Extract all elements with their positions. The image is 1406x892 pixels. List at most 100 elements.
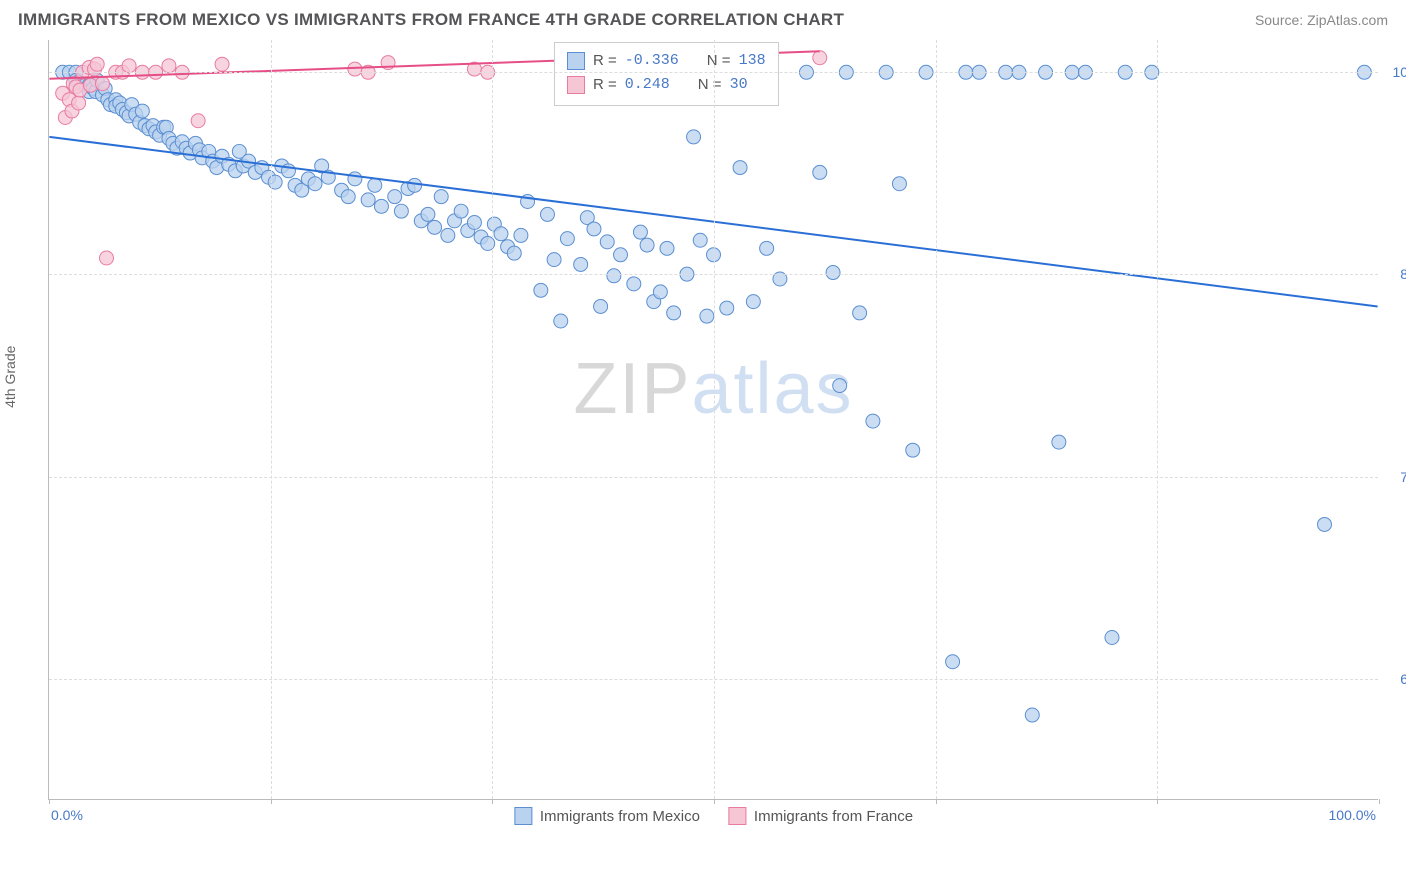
correlation-row: R = -0.336 N = 138 bbox=[567, 49, 766, 73]
scatter-point bbox=[600, 235, 614, 249]
scatter-point bbox=[554, 314, 568, 328]
scatter-point bbox=[687, 130, 701, 144]
plot-area: ZIPatlas R =-0.336N =138R = 0.248N = 30 … bbox=[48, 40, 1378, 800]
y-tick-label: 87.5% bbox=[1384, 266, 1406, 282]
scatter-point bbox=[534, 283, 548, 297]
scatter-point bbox=[693, 233, 707, 247]
y-tick-label: 62.5% bbox=[1384, 671, 1406, 687]
r-value: -0.336 bbox=[625, 49, 679, 73]
scatter-point bbox=[341, 190, 355, 204]
scatter-point bbox=[906, 443, 920, 457]
scatter-point bbox=[454, 204, 468, 218]
scatter-point bbox=[720, 301, 734, 315]
scatter-point bbox=[547, 253, 561, 267]
scatter-point bbox=[1052, 435, 1066, 449]
n-value: 30 bbox=[730, 73, 748, 97]
scatter-point bbox=[99, 251, 113, 265]
scatter-point bbox=[494, 227, 508, 241]
scatter-point bbox=[746, 295, 760, 309]
legend-label: Immigrants from Mexico bbox=[540, 808, 700, 825]
scatter-point bbox=[627, 277, 641, 291]
scatter-point bbox=[428, 220, 442, 234]
x-tick-mark bbox=[49, 799, 50, 804]
scatter-point bbox=[507, 246, 521, 260]
scatter-point bbox=[700, 309, 714, 323]
scatter-point bbox=[813, 165, 827, 179]
scatter-point bbox=[733, 161, 747, 175]
legend-swatch bbox=[567, 52, 585, 70]
correlation-legend: R = -0.336 N = 138 R = 0.248 N = 30 bbox=[554, 42, 779, 106]
scatter-point bbox=[467, 215, 481, 229]
scatter-point bbox=[633, 225, 647, 239]
r-label: R = bbox=[593, 73, 617, 97]
scatter-point bbox=[540, 207, 554, 221]
scatter-point bbox=[866, 414, 880, 428]
scatter-point bbox=[96, 77, 110, 91]
scatter-point bbox=[421, 207, 435, 221]
r-label: R = bbox=[593, 49, 617, 73]
scatter-point bbox=[191, 114, 205, 128]
scatter-point bbox=[388, 190, 402, 204]
scatter-point bbox=[374, 199, 388, 213]
n-label: N = bbox=[707, 49, 731, 73]
correlation-row: R = 0.248 N = 30 bbox=[567, 73, 766, 97]
x-tick-mark bbox=[1157, 799, 1158, 804]
gridline-v bbox=[492, 40, 493, 799]
legend-label: Immigrants from France bbox=[754, 808, 913, 825]
scatter-point bbox=[594, 299, 608, 313]
scatter-point bbox=[833, 379, 847, 393]
scatter-point bbox=[653, 285, 667, 299]
scatter-point bbox=[667, 306, 681, 320]
scatter-point bbox=[408, 178, 422, 192]
scatter-point bbox=[853, 306, 867, 320]
scatter-point bbox=[162, 59, 176, 73]
scatter-point bbox=[394, 204, 408, 218]
scatter-point bbox=[514, 228, 528, 242]
scatter-point bbox=[368, 178, 382, 192]
legend-swatch bbox=[728, 807, 746, 825]
gridline-v bbox=[1157, 40, 1158, 799]
y-axis-label: 4th Grade bbox=[2, 346, 18, 408]
x-tick-label: 100.0% bbox=[1329, 807, 1376, 823]
scatter-point bbox=[308, 177, 322, 191]
x-tick-mark bbox=[714, 799, 715, 804]
x-tick-mark bbox=[936, 799, 937, 804]
scatter-point bbox=[640, 238, 654, 252]
scatter-point bbox=[813, 51, 827, 65]
scatter-point bbox=[1105, 631, 1119, 645]
n-label: N = bbox=[698, 73, 722, 97]
bottom-legend: Immigrants from Mexico Immigrants from Fr… bbox=[514, 807, 913, 825]
gridline-v bbox=[714, 40, 715, 799]
scatter-point bbox=[122, 59, 136, 73]
n-value: 138 bbox=[739, 49, 766, 73]
scatter-point bbox=[892, 177, 906, 191]
source-label: Source: ZipAtlas.com bbox=[1255, 12, 1388, 28]
gridline-v bbox=[936, 40, 937, 799]
scatter-point bbox=[72, 96, 86, 110]
scatter-point bbox=[614, 248, 628, 262]
chart-title: IMMIGRANTS FROM MEXICO VS IMMIGRANTS FRO… bbox=[18, 10, 844, 30]
r-value: 0.248 bbox=[625, 73, 670, 97]
legend-item: Immigrants from Mexico bbox=[514, 807, 700, 825]
scatter-point bbox=[135, 104, 149, 118]
legend-swatch bbox=[567, 76, 585, 94]
scatter-point bbox=[441, 228, 455, 242]
x-tick-mark bbox=[1379, 799, 1380, 804]
scatter-point bbox=[587, 222, 601, 236]
legend-item: Immigrants from France bbox=[728, 807, 913, 825]
y-tick-label: 100.0% bbox=[1384, 64, 1406, 80]
scatter-point bbox=[90, 57, 104, 71]
scatter-point bbox=[361, 193, 375, 207]
scatter-point bbox=[434, 190, 448, 204]
x-tick-mark bbox=[271, 799, 272, 804]
scatter-point bbox=[1025, 708, 1039, 722]
scatter-point bbox=[574, 257, 588, 271]
gridline-v bbox=[271, 40, 272, 799]
scatter-point bbox=[1318, 517, 1332, 531]
scatter-point bbox=[348, 172, 362, 186]
scatter-point bbox=[560, 232, 574, 246]
scatter-point bbox=[826, 266, 840, 280]
scatter-point bbox=[348, 62, 362, 76]
x-tick-label: 0.0% bbox=[51, 807, 83, 823]
scatter-point bbox=[215, 57, 229, 71]
